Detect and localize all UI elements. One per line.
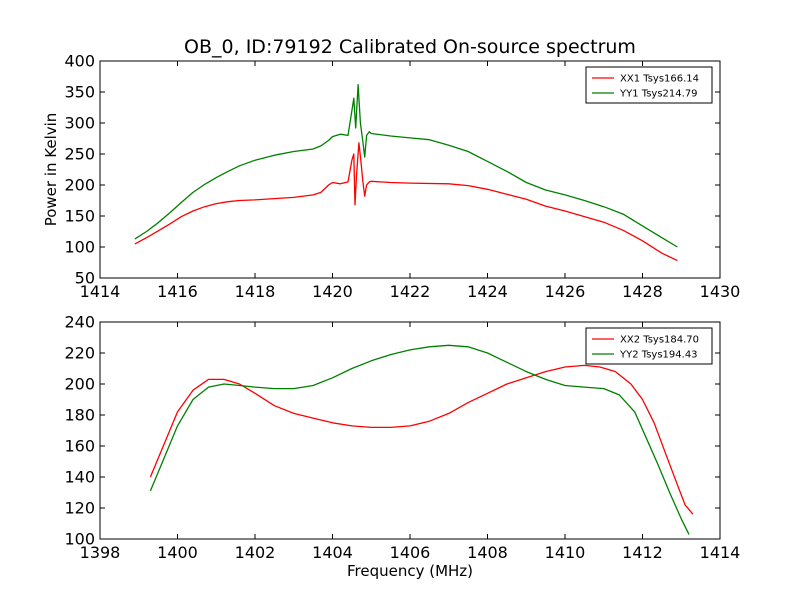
y-tick-label: 300 [64, 114, 95, 133]
y-tick-label: 220 [64, 344, 95, 363]
series-line-2-2 [149, 344, 690, 535]
y-tick-label: 240 [64, 313, 95, 332]
x-tick-label: 1414 [80, 282, 121, 301]
legend-box-2 [585, 327, 713, 365]
x-tick-label: 1408 [467, 543, 508, 562]
y-tick-label: 100 [64, 530, 95, 549]
y-tick-label: 160 [64, 437, 95, 456]
x-tick-label: 1402 [235, 543, 276, 562]
x-tick-label: 1412 [622, 543, 663, 562]
legend-label: XX2 Tsys184.70 [620, 335, 699, 346]
y-tick-label: 120 [64, 499, 95, 518]
y-axis-label: Power in Kelvin [42, 113, 60, 227]
x-tick-label: 1410 [545, 543, 586, 562]
y-tick-label: 400 [64, 52, 95, 71]
x-tick-label: 1430 [700, 282, 741, 301]
y-tick-label: 100 [64, 238, 95, 257]
x-tick-label: 1416 [157, 282, 198, 301]
x-tick-label: 1400 [157, 543, 198, 562]
x-tick-label: 1404 [312, 543, 353, 562]
x-tick-label: 1428 [622, 282, 663, 301]
legend-label: YY2 Tsys194.43 [619, 350, 698, 361]
x-tick-label: 1424 [467, 282, 508, 301]
y-tick-label: 180 [64, 406, 95, 425]
chart-title: OB_0, ID:79192 Calibrated On-source spec… [184, 36, 636, 58]
x-tick-label: 1418 [235, 282, 276, 301]
legend-label: XX1 Tsys166.14 [620, 74, 699, 85]
series-line-1-1 [134, 142, 678, 262]
series-line-2-1 [149, 364, 694, 515]
y-tick-label: 150 [64, 207, 95, 226]
y-tick-label: 350 [64, 83, 95, 102]
legend-box-1 [585, 66, 713, 104]
y-tick-label: 50 [75, 269, 95, 288]
y-tick-label: 200 [64, 176, 95, 195]
y-tick-label: 250 [64, 145, 95, 164]
series-line-1-2 [134, 83, 678, 248]
x-axis-label: Frequency (MHz) [347, 562, 473, 580]
x-tick-label: 1414 [700, 543, 741, 562]
x-tick-label: 1406 [390, 543, 431, 562]
x-tick-label: 1422 [390, 282, 431, 301]
legend-label: YY1 Tsys214.79 [619, 89, 698, 100]
x-tick-label: 1426 [545, 282, 586, 301]
y-tick-label: 140 [64, 468, 95, 487]
x-tick-label: 1398 [80, 543, 121, 562]
y-tick-label: 200 [64, 375, 95, 394]
x-tick-label: 1420 [312, 282, 353, 301]
